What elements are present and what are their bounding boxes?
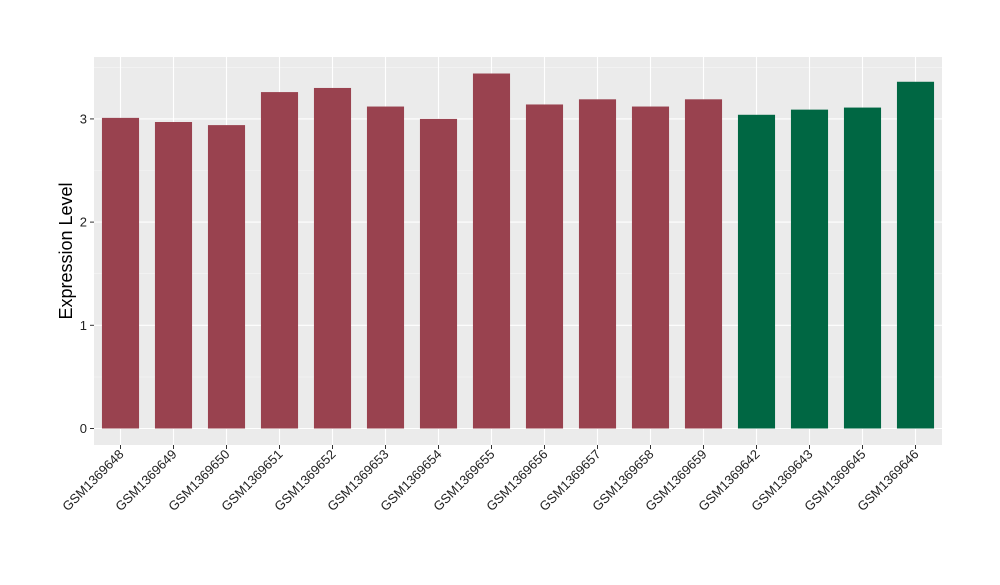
bar-GSM1369649 xyxy=(154,122,193,429)
bar-GSM1369654 xyxy=(419,118,458,429)
bar-GSM1369645 xyxy=(843,107,882,429)
bar-GSM1369652 xyxy=(313,87,352,429)
bar-GSM1369642 xyxy=(737,114,776,429)
bar-GSM1369657 xyxy=(578,99,617,429)
bar-GSM1369648 xyxy=(101,117,140,429)
bar-GSM1369650 xyxy=(207,125,246,429)
bar-GSM1369655 xyxy=(472,73,511,429)
bar-GSM1369651 xyxy=(260,92,299,429)
y-axis-title: Expression Level xyxy=(56,182,76,319)
bar-GSM1369653 xyxy=(366,106,405,429)
bar-GSM1369656 xyxy=(525,104,564,429)
y-tick-label: 3 xyxy=(80,111,87,126)
bar-GSM1369659 xyxy=(684,99,723,429)
y-tick-label: 0 xyxy=(80,421,87,436)
y-tick-label: 1 xyxy=(80,318,87,333)
bar-GSM1369658 xyxy=(631,106,670,429)
bar-GSM1369646 xyxy=(896,81,935,429)
bar-GSM1369643 xyxy=(790,109,829,429)
y-tick-label: 2 xyxy=(80,215,87,230)
